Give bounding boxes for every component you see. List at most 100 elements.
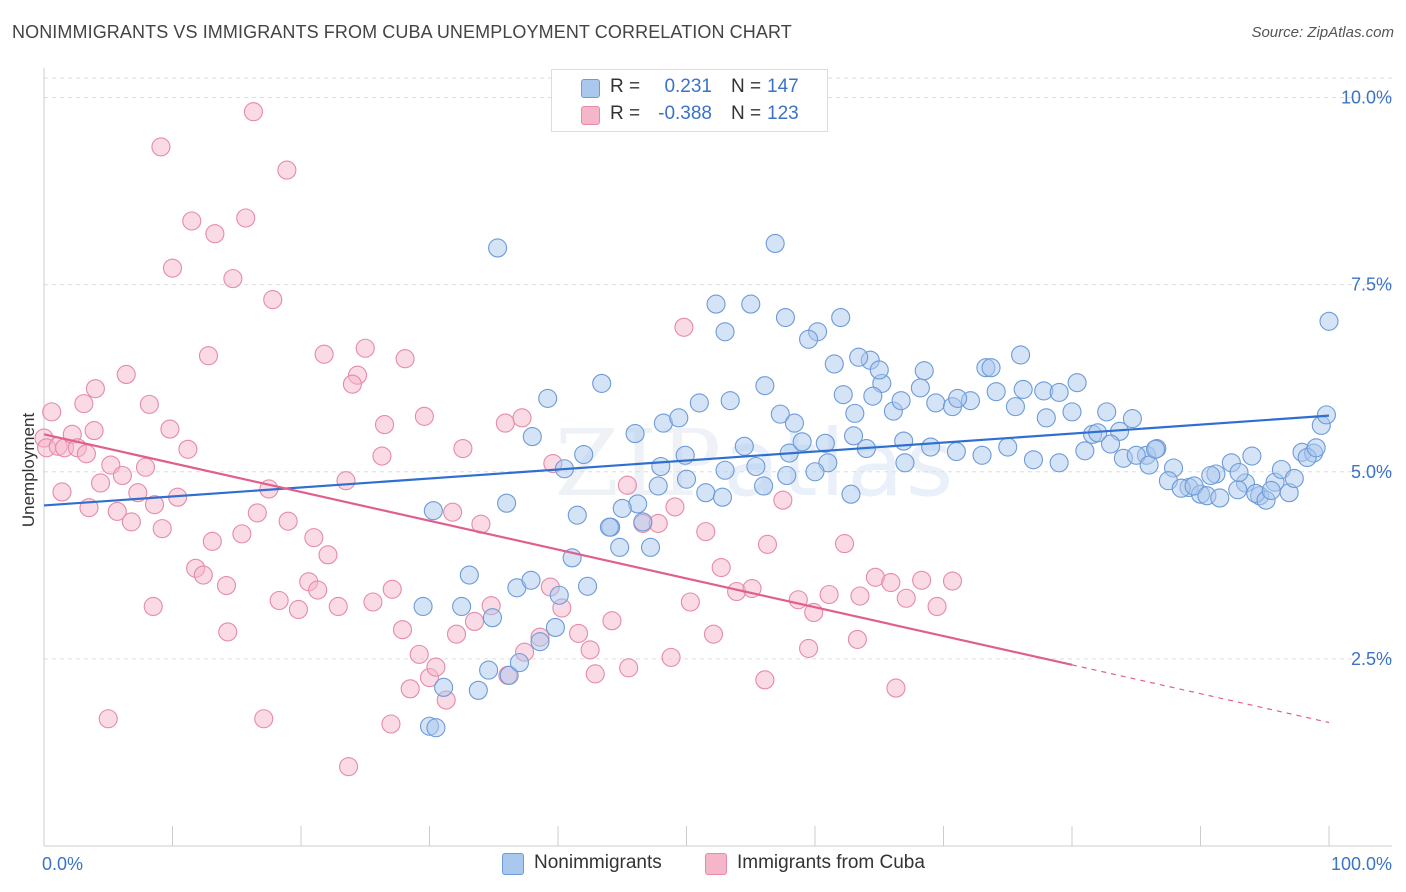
nonimmigrant-point — [1036, 408, 1056, 428]
cuba-point — [400, 679, 420, 699]
cuba-point — [232, 524, 252, 544]
cuba-point — [269, 590, 289, 611]
cuba-point — [580, 640, 600, 660]
nonimmigrant-point — [998, 437, 1018, 457]
cuba-point — [835, 534, 855, 554]
nonimmigrant-point — [1023, 450, 1043, 470]
nonimmigrant-point — [1210, 488, 1230, 508]
nonimmigrant-point — [841, 484, 861, 504]
nonimmigrants-trend-line — [43, 414, 1330, 507]
nonimmigrant-point — [948, 388, 968, 408]
cuba-point — [464, 611, 485, 632]
nonimmigrant-point — [894, 431, 914, 451]
nonimmigrant-point — [574, 444, 594, 465]
nonimmigrant-point — [538, 388, 558, 408]
tick-labels: 2.5% 5.0% 7.5% 10.0% 0.0% 100.0% — [42, 88, 1392, 875]
nonimmigrant-point — [640, 537, 661, 557]
cuba-point — [443, 502, 463, 522]
cuba-point — [218, 622, 238, 642]
nonimmigrant-point — [712, 487, 733, 507]
cuba-point — [139, 394, 159, 414]
nonimmigrant-point — [1261, 480, 1281, 501]
y-tick-label: 10.0% — [1341, 88, 1392, 108]
cuba-point — [409, 644, 429, 664]
nonimmigrant-point — [1067, 373, 1087, 393]
nonimmigrant-point — [741, 294, 761, 314]
nonimmigrant-point — [1049, 453, 1069, 473]
cuba-point — [151, 137, 171, 157]
nonimmigrant-point — [754, 476, 774, 496]
y-tick-label: 2.5% — [1351, 649, 1392, 669]
correlation-legend: R = 0.231 N = 147 R = -0.388 N = 123 — [551, 69, 828, 132]
nonimmigrant-point — [863, 386, 883, 406]
cuba-trend-line — [43, 433, 1073, 666]
cuba-point — [223, 269, 243, 289]
legend-label: Nonimmigrants — [534, 852, 662, 873]
cuba-point — [216, 575, 237, 596]
nonimmigrant-point — [799, 329, 819, 349]
nonimmigrant-point — [1122, 409, 1142, 429]
nonimmigrant-point — [1242, 446, 1262, 466]
nonimmigrant-point — [1013, 379, 1033, 399]
legend-row-nonimmigrants: R = 0.231 N = 147 — [552, 74, 827, 100]
nonimmigrant-point — [910, 378, 930, 398]
nonimmigrant-point — [833, 385, 853, 405]
legend-r-label: R = — [610, 103, 641, 124]
source-attribution: Source: ZipAtlas.com — [1251, 24, 1394, 41]
nonimmigrant-point — [1145, 439, 1166, 459]
nonimmigrant-point — [499, 665, 519, 685]
cuba-point — [414, 406, 434, 426]
cuba-point — [773, 490, 793, 510]
nonimmigrant-point — [1097, 402, 1117, 422]
legend-swatch-blue — [581, 79, 600, 98]
cuba-point — [847, 629, 867, 649]
nonimmigrant-point — [413, 596, 433, 617]
cuba-point — [112, 465, 132, 486]
nonimmigrant-point — [612, 498, 632, 518]
cuba-point — [617, 475, 637, 495]
legend-n-value: 147 — [767, 76, 799, 97]
nonimmigrant-point — [946, 441, 966, 462]
cuba-point — [336, 471, 356, 491]
nonimmigrant-point — [488, 238, 508, 258]
cuba-point — [90, 473, 111, 493]
cuba-point — [178, 439, 198, 459]
cuba-point — [182, 211, 202, 231]
cuba-point — [886, 678, 906, 698]
cuba-point — [42, 402, 62, 422]
cuba-trend-line-extension — [1071, 664, 1330, 724]
nonimmigrant-point — [479, 660, 499, 680]
x-tick-label: 100.0% — [1331, 854, 1392, 874]
nonimmigrant-point — [689, 393, 709, 413]
cuba-point — [495, 413, 515, 433]
cuba-point — [355, 338, 375, 358]
cuba-point — [314, 344, 334, 364]
cuba-point — [116, 364, 136, 384]
y-tick-label: 7.5% — [1351, 275, 1392, 295]
nonimmigrant-point — [831, 308, 851, 328]
legend-r-value: -0.388 — [658, 103, 712, 124]
nonimmigrant-point — [1284, 468, 1304, 489]
nonimmigrant-point — [1005, 397, 1026, 417]
cuba-point — [198, 346, 219, 366]
cuba-point — [374, 415, 395, 435]
nonimmigrant-point — [1229, 462, 1249, 483]
nonimmigrant-point — [625, 424, 645, 444]
cuba-point — [338, 757, 359, 777]
nonimmigrant-point — [805, 462, 825, 482]
nonimmigrant-point — [869, 360, 889, 380]
cuba-point — [395, 349, 415, 369]
nonimmigrant-point — [815, 433, 835, 453]
trend-lines — [43, 414, 1330, 724]
cuba-point — [76, 444, 96, 464]
nonimmigrant-point — [986, 382, 1006, 402]
cuba-point — [52, 482, 72, 502]
y-axis-label: Unemployment — [19, 413, 38, 528]
cuba-point — [602, 611, 622, 631]
axes — [43, 68, 1392, 847]
nonimmigrant-point — [843, 426, 864, 446]
cuba-point — [799, 638, 819, 658]
nonimmigrant-point — [567, 505, 587, 525]
cuba-point — [711, 558, 731, 578]
